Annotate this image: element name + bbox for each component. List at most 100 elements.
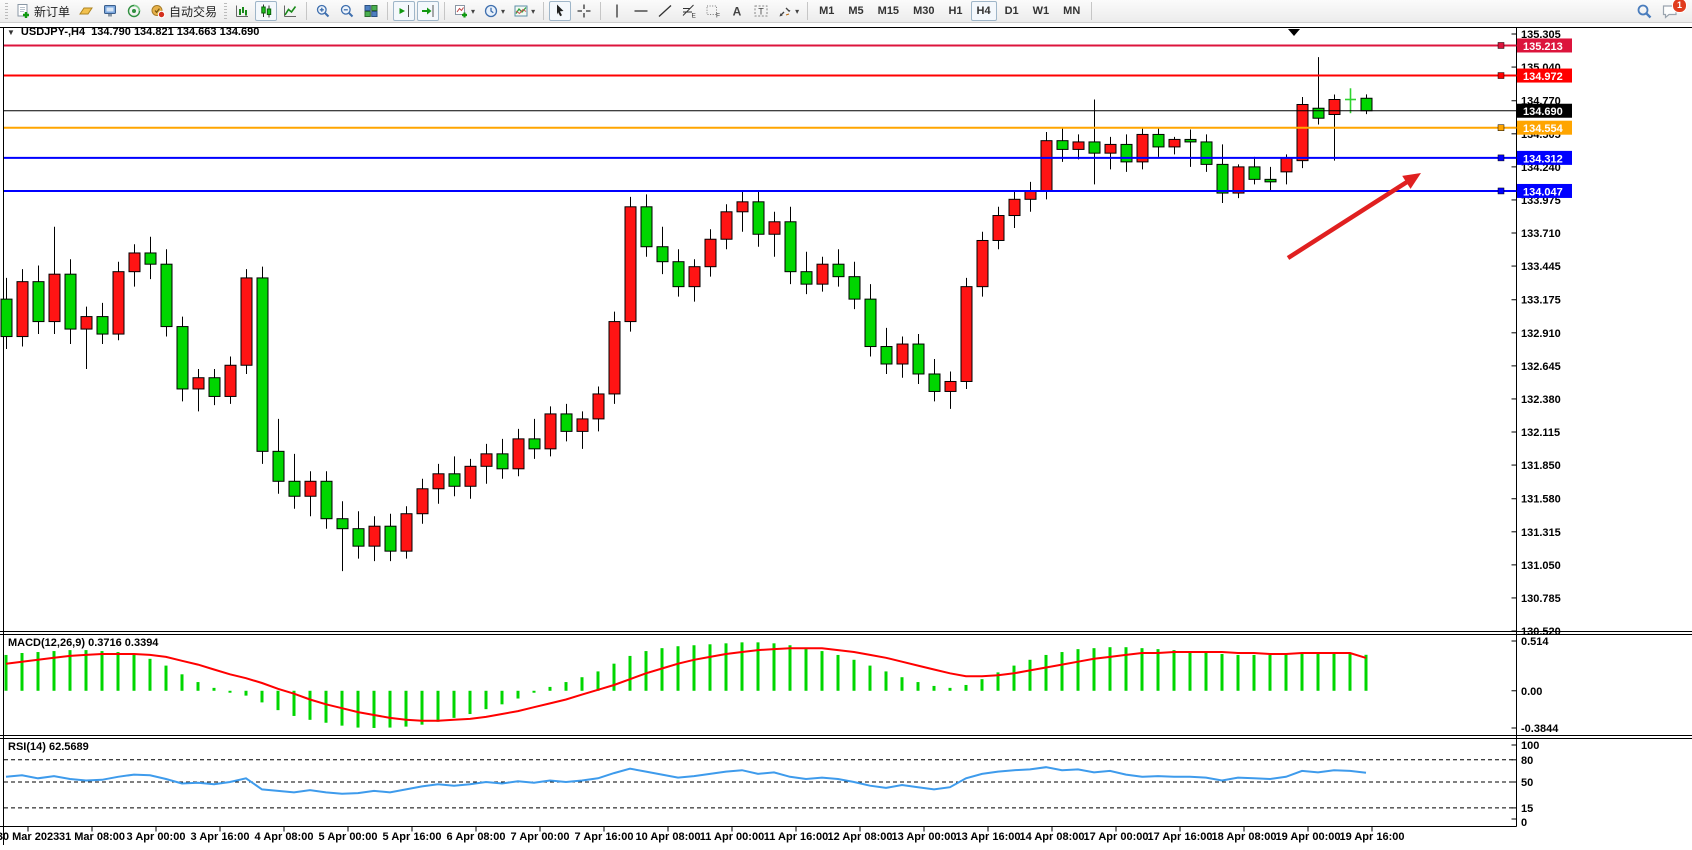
timeframe-mn-button[interactable]: MN: [1063, 5, 1081, 17]
chart-dropdown-icon[interactable]: ▼: [7, 27, 15, 37]
macd-histogram-bar: [932, 685, 936, 691]
trendline-icon: [658, 5, 672, 17]
macd-histogram-bar: [1044, 654, 1048, 691]
macd-histogram-bar: [260, 690, 264, 703]
horizontal-line-tool-button[interactable]: [630, 1, 652, 21]
macd-histogram-bar: [52, 651, 56, 691]
auto-scroll-button[interactable]: [417, 1, 440, 21]
new-order-button[interactable]: 新订单: [12, 1, 73, 21]
tile-windows-button[interactable]: [360, 1, 382, 21]
signals-button[interactable]: [123, 1, 145, 21]
macd-histogram-bar: [1364, 654, 1368, 691]
new-chart-button[interactable]: ▾: [450, 1, 478, 21]
text-a-icon: A: [733, 5, 742, 19]
fibo-grid-tool-button[interactable]: F: [702, 1, 724, 21]
macd-histogram-bar: [164, 665, 168, 691]
candle: [448, 473, 461, 487]
dropdown-caret-icon: ▾: [471, 6, 476, 16]
time-axis-label: 31 Mar 08:00: [59, 831, 125, 843]
profiles-button[interactable]: ▾: [480, 1, 508, 21]
candle: [1168, 138, 1181, 148]
line-chart-mode-button[interactable]: [279, 1, 301, 21]
time-axis-label: 12 Apr 08:00: [827, 831, 892, 843]
text-label-tool-button[interactable]: T: [750, 1, 772, 21]
timeframe-m5-button[interactable]: M5: [848, 5, 864, 17]
macd-histogram-bar: [724, 643, 728, 691]
horizontal-line-icon: [634, 10, 648, 12]
timeframe-w1-button[interactable]: W1: [1032, 5, 1050, 17]
candle: [672, 261, 685, 288]
candle: [848, 276, 861, 300]
market-watch-button[interactable]: [99, 1, 121, 21]
candle: [496, 453, 509, 470]
time-axis-label: 3 Apr 16:00: [191, 831, 250, 843]
svg-text:A: A: [733, 5, 742, 19]
candle: [592, 393, 605, 420]
macd-histogram-bar: [292, 690, 296, 716]
zoom-in-button[interactable]: [312, 1, 334, 21]
hline-marker[interactable]: [1497, 187, 1505, 195]
trendline-tool-button[interactable]: [654, 1, 676, 21]
crosshair-tool-button[interactable]: [573, 1, 595, 21]
candle: [656, 246, 669, 263]
chart-shift-button[interactable]: [393, 1, 416, 21]
macd-histogram-bar: [1300, 653, 1304, 691]
candle: [704, 238, 717, 268]
timeframe-m30-button[interactable]: M30: [913, 5, 935, 17]
price-tag-box: [1517, 103, 1572, 118]
chart-title-bar[interactable]: ▼ USDJPY-,H4 134.790 134.821 134.663 134…: [7, 26, 259, 38]
candle: [1296, 103, 1309, 162]
candle: [896, 343, 909, 365]
search-button[interactable]: [1633, 1, 1656, 21]
indicators-button[interactable]: ▾: [510, 1, 538, 21]
cursor-tool-button[interactable]: [549, 1, 572, 21]
candle: [560, 413, 573, 432]
chart-shift-marker[interactable]: [1288, 29, 1300, 36]
auto-scroll-icon: [422, 5, 434, 17]
hline-marker[interactable]: [1497, 72, 1505, 79]
candle: [128, 252, 141, 273]
price-axis-label: 133.445: [1521, 261, 1561, 273]
macd-scale-label: -0.3844: [1521, 723, 1559, 735]
vertical-line-tool-button[interactable]: [606, 1, 628, 21]
timeframe-m15-button[interactable]: M15: [877, 5, 900, 17]
price-tag-134.554: 134.554: [1523, 123, 1564, 135]
candle: [976, 239, 989, 288]
fibonacci-tool-button[interactable]: E: [678, 1, 700, 21]
candle: [0, 298, 13, 338]
history-center-button[interactable]: [75, 1, 97, 21]
candle: [416, 488, 429, 515]
toolbar-separator: [807, 2, 809, 20]
candle: [384, 525, 397, 552]
macd-histogram-bar: [692, 645, 696, 691]
timeframe-h4-button[interactable]: H4: [970, 1, 997, 21]
arrows-tool-button[interactable]: ▾: [774, 1, 802, 21]
timeframe-d1-button[interactable]: D1: [1004, 5, 1019, 17]
macd-histogram-bar: [740, 642, 744, 691]
text-tool-button[interactable]: A: [726, 1, 748, 21]
price-tag-box: [1517, 68, 1572, 83]
trend-arrow-annotation[interactable]: [1286, 177, 1413, 260]
candle: [80, 316, 93, 330]
rsi-scale-label: 0: [1521, 817, 1527, 829]
trend-arrow-head[interactable]: [1402, 173, 1421, 189]
candle: [1136, 133, 1149, 163]
timeframe-h1-button[interactable]: H1: [948, 5, 963, 17]
macd-histogram-bar: [1172, 650, 1176, 691]
candlestick-mode-button[interactable]: [255, 1, 278, 21]
zoom-out-button[interactable]: [336, 1, 358, 21]
hline-marker[interactable]: [1497, 154, 1505, 162]
hline-marker[interactable]: [1497, 124, 1505, 131]
notifications-button[interactable]: 1: [1658, 0, 1687, 21]
autotrading-button[interactable]: 自动交易: [147, 1, 220, 21]
price-tag-box: [1517, 38, 1572, 53]
hline-marker[interactable]: [1497, 42, 1505, 49]
macd-histogram-bar: [148, 658, 152, 691]
macd-histogram-bar: [1108, 647, 1112, 691]
timeframe-m1-button[interactable]: M1: [819, 5, 835, 17]
bar-chart-mode-button[interactable]: [231, 1, 253, 21]
toolbar-separator: [444, 2, 446, 20]
price-tag-box: [1517, 183, 1572, 198]
